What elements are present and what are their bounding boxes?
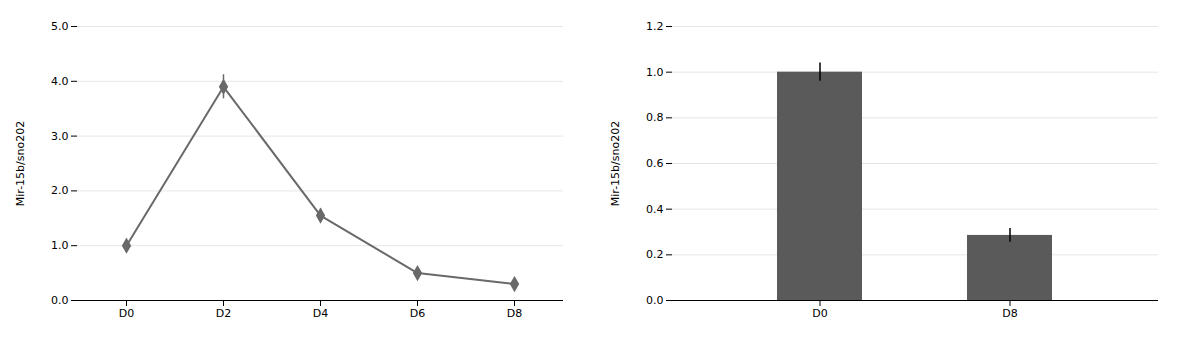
svg-text:4.0: 4.0 xyxy=(51,75,69,88)
svg-text:D4: D4 xyxy=(312,307,327,320)
svg-text:Mir-15b/sno202: Mir-15b/sno202 xyxy=(609,121,622,206)
svg-text:0.0: 0.0 xyxy=(646,294,664,307)
svg-text:0.8: 0.8 xyxy=(646,111,664,124)
svg-text:D8: D8 xyxy=(1002,307,1017,320)
svg-text:D0: D0 xyxy=(812,307,827,320)
svg-text:0.4: 0.4 xyxy=(646,203,664,216)
svg-text:0.0: 0.0 xyxy=(51,294,69,307)
svg-text:3.0: 3.0 xyxy=(51,130,69,143)
svg-text:0.2: 0.2 xyxy=(646,248,664,261)
svg-text:D0: D0 xyxy=(118,307,133,320)
svg-text:5.0: 5.0 xyxy=(51,20,69,33)
svg-text:1.0: 1.0 xyxy=(51,239,69,252)
svg-text:D8: D8 xyxy=(506,307,521,320)
svg-text:D6: D6 xyxy=(409,307,424,320)
svg-text:1.2: 1.2 xyxy=(646,20,664,33)
svg-text:0.6: 0.6 xyxy=(646,157,664,170)
svg-text:2.0: 2.0 xyxy=(51,184,69,197)
svg-text:1.0: 1.0 xyxy=(646,66,664,79)
svg-text:D2: D2 xyxy=(215,307,230,320)
svg-text:Mir-15b/sno202: Mir-15b/sno202 xyxy=(14,121,27,206)
